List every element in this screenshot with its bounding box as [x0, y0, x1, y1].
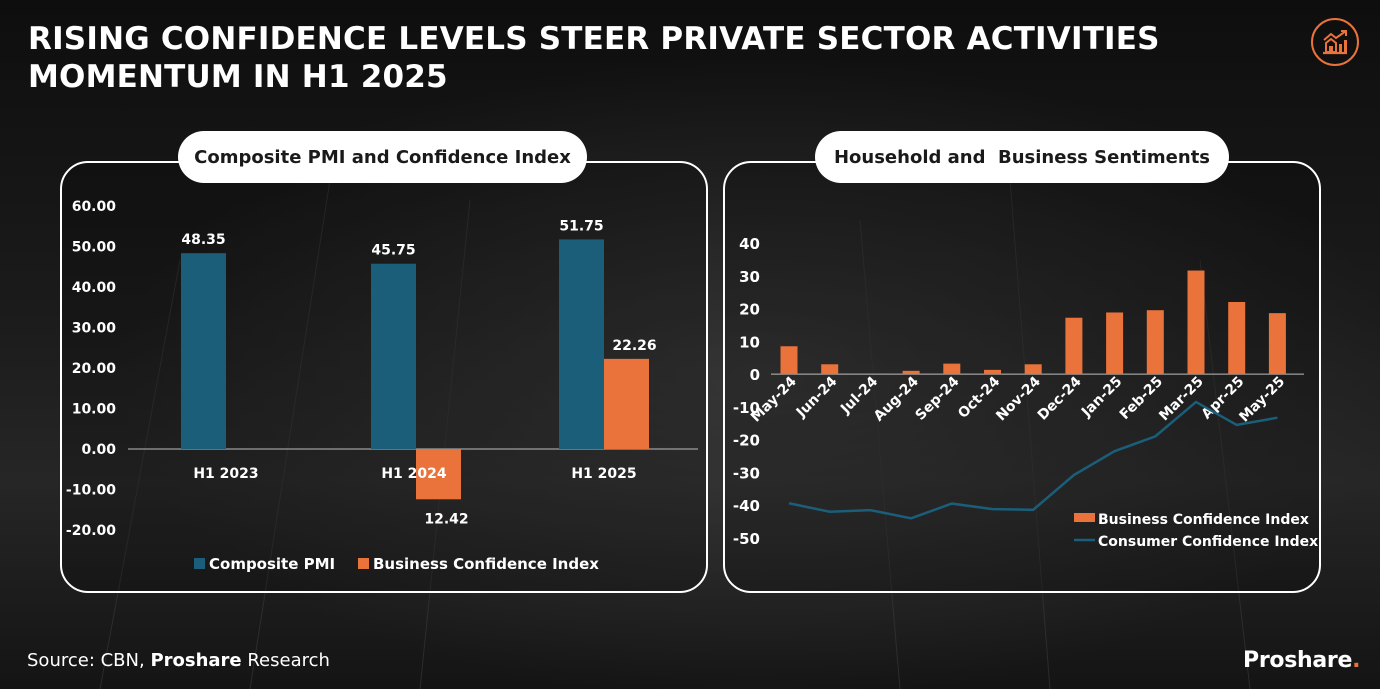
brand-logo: Proshare.: [1243, 648, 1360, 673]
source-suffix: Research: [241, 650, 330, 671]
rising-chart-house-icon: [1323, 30, 1347, 55]
title-line-2: MOMENTUM IN H1 2025: [28, 59, 448, 95]
source-note: Source: CBN, Proshare Research: [27, 650, 330, 671]
pmi-chart-title: Composite PMI and Confidence Index: [178, 131, 587, 183]
title-line-1: RISING CONFIDENCE LEVELS STEER PRIVATE S…: [28, 21, 1160, 57]
source-prefix: Source: CBN,: [27, 650, 151, 671]
brand-name: Proshare: [1243, 648, 1353, 673]
logo-badge: [1311, 18, 1359, 66]
page-title: RISING CONFIDENCE LEVELS STEER PRIVATE S…: [28, 20, 1228, 96]
sentiment-chart-panel: [723, 161, 1321, 593]
sentiment-chart-title: Household and Business Sentiments: [815, 131, 1229, 183]
pmi-chart-panel: [60, 161, 708, 593]
brand-dot: .: [1352, 648, 1361, 673]
source-brand: Proshare: [150, 650, 242, 671]
